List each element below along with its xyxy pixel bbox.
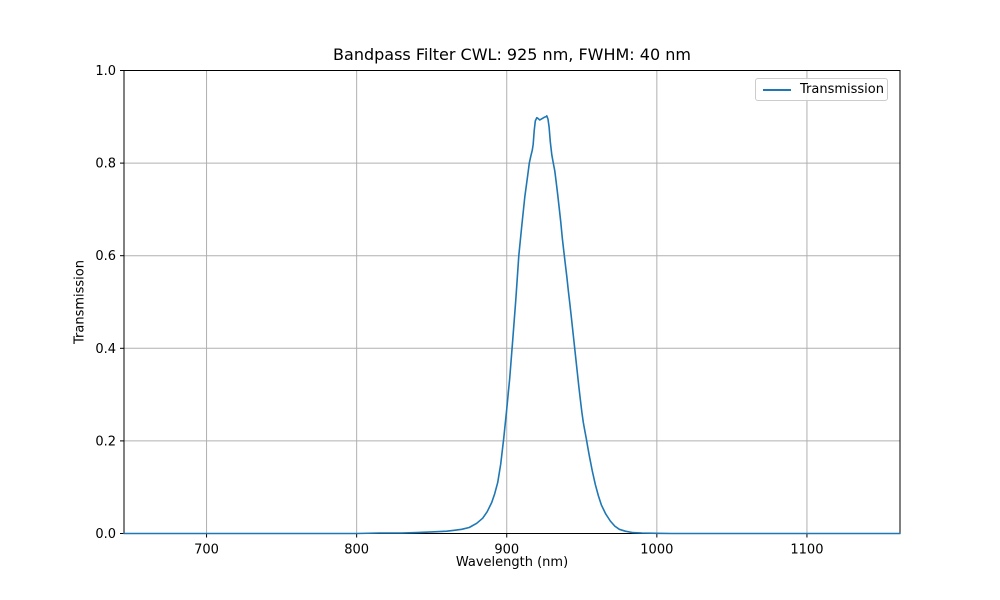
legend-line-sample [763,88,791,91]
x-tick-label: 700 [194,543,219,558]
x-tick-label: 1100 [790,543,823,558]
axes-spines [123,70,901,534]
y-tick-label: 0.4 [95,342,116,357]
x-tick-label: 800 [344,543,369,558]
y-tick-label: 0.8 [95,157,116,172]
legend-label: Transmission [800,82,884,97]
x-tick-label: 1000 [640,543,673,558]
y-axis-label: Transmission [72,260,88,344]
y-tick-label: 0.0 [95,527,116,542]
y-tick-label: 0.6 [95,249,116,264]
chart-title: Bandpass Filter CWL: 925 nm, FWHM: 40 nm [333,45,691,64]
y-tick-label: 0.2 [95,434,116,449]
series-line-transmission [123,115,901,535]
x-tick-label: 900 [494,543,519,558]
x-axis-label: Wavelength (nm) [455,555,569,570]
legend: Transmission [755,78,888,101]
y-tick-label: 1.0 [95,64,116,79]
